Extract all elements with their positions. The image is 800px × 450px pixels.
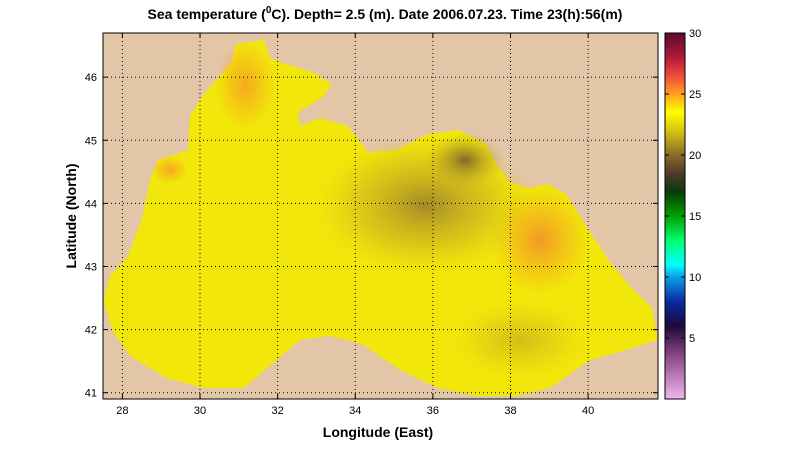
x-axis-label: Longitude (East) (323, 424, 433, 440)
colorbar-tick-label: 5 (689, 333, 695, 345)
colorbar-ticks: 5 10 15 20 25 30 (665, 28, 701, 345)
y-tick-label: 41 (85, 388, 97, 400)
map-plot-area (103, 33, 658, 399)
colorbar-tick-label: 25 (689, 89, 701, 101)
colorbar-tick-label: 20 (689, 150, 701, 162)
x-tick-label: 40 (582, 405, 594, 417)
y-axis-label: Latitude (North) (63, 164, 79, 269)
latitude-ticks: 41 42 43 44 45 46 (85, 72, 658, 400)
map-frame (102, 32, 659, 400)
temperature-anomalies (152, 40, 590, 380)
x-tick-label: 28 (116, 405, 128, 417)
x-tick-label: 30 (194, 405, 206, 417)
map-grid (103, 33, 658, 399)
y-tick-label: 43 (85, 261, 97, 273)
x-tick-label: 38 (504, 405, 516, 417)
longitude-ticks: 28 30 32 34 36 38 40 (116, 33, 594, 417)
figure-title: Sea temperature (0C). Depth= 2.5 (m). Da… (148, 5, 623, 22)
y-tick-label: 46 (85, 72, 97, 84)
colorbar-tick-label: 30 (689, 28, 701, 40)
x-tick-label: 32 (272, 405, 284, 417)
colorbar-tick-label: 10 (689, 272, 701, 284)
y-tick-label: 42 (85, 325, 97, 337)
y-tick-label: 44 (85, 198, 97, 210)
colorbar-tick-label: 15 (689, 211, 701, 223)
x-tick-label: 36 (427, 405, 439, 417)
y-tick-label: 45 (85, 135, 97, 147)
x-tick-label: 34 (349, 405, 361, 417)
